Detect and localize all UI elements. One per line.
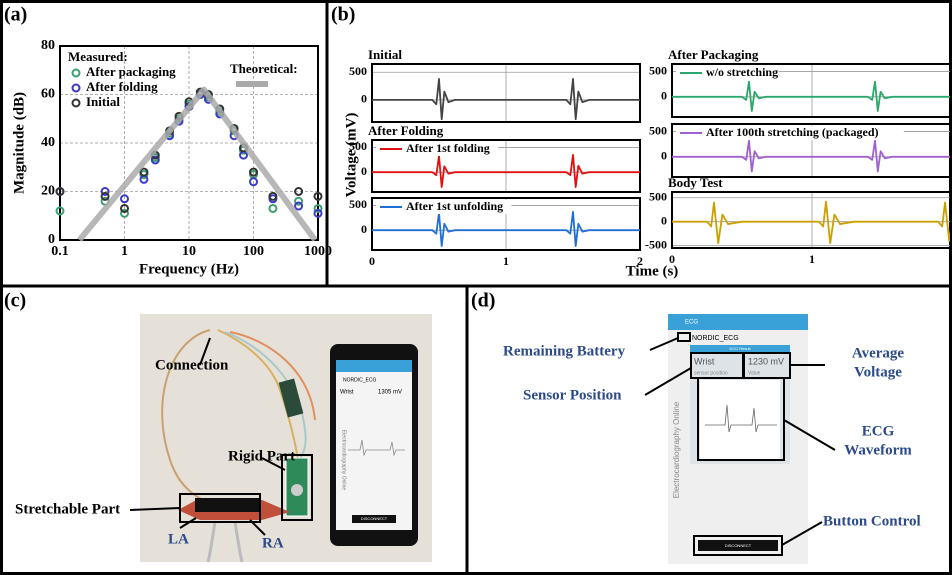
annotation: Remaining Battery bbox=[503, 343, 626, 359]
annotation: Connection bbox=[155, 357, 229, 373]
y-tick-label: 0 bbox=[361, 222, 367, 236]
plot-title: After Folding bbox=[368, 123, 444, 138]
y-tick-label: 0 bbox=[361, 164, 367, 178]
y-tick-label: 0 bbox=[661, 149, 667, 163]
screen-text: Electrocardiography Online bbox=[672, 401, 681, 498]
legend-label: w/o stretching bbox=[706, 65, 778, 79]
x-tick-label: 2 bbox=[637, 254, 643, 268]
legend-label: After folding bbox=[86, 79, 158, 94]
annotation: LA bbox=[168, 531, 189, 547]
data-point bbox=[102, 193, 109, 200]
y-tick-label: 500 bbox=[349, 139, 367, 153]
legend-label: After 1st folding bbox=[406, 141, 490, 155]
screen-text: Value bbox=[748, 370, 761, 376]
y-tick-label: 500 bbox=[649, 189, 667, 203]
legend-marker bbox=[73, 70, 80, 77]
y-axis-label: Magnitude (dB) bbox=[11, 92, 27, 194]
y-tick-label: 40 bbox=[41, 135, 55, 150]
x-axis-label: Time (s) bbox=[626, 263, 679, 279]
plot-title: Body Test bbox=[668, 175, 723, 190]
plot-title: Initial bbox=[368, 47, 402, 62]
data-point bbox=[240, 152, 247, 159]
annotation: Rigid Part bbox=[228, 448, 295, 464]
y-tick-label: -500 bbox=[645, 237, 667, 251]
panel-label: (b) bbox=[331, 4, 355, 26]
phone-text: 1305 mV bbox=[378, 390, 402, 396]
photo bbox=[130, 314, 432, 562]
page: {"chart_data": [ {"type": "line", "label… bbox=[0, 0, 952, 575]
phone-text: Wrist bbox=[340, 390, 354, 396]
legend-marker bbox=[73, 85, 80, 92]
annotation: Button Control bbox=[823, 513, 921, 529]
y-tick-label: 20 bbox=[41, 184, 55, 199]
annotation: Voltage bbox=[854, 364, 902, 380]
screen-header: ECG bbox=[685, 320, 698, 326]
x-tick-label: 1 bbox=[809, 252, 815, 266]
y-tick-label: 500 bbox=[649, 123, 667, 137]
annotation: RA bbox=[262, 535, 284, 551]
figure: (a) (b) (c) (d) Voltage (mV) Time (s) Co… bbox=[0, 0, 952, 575]
screen-button[interactable]: DISCONNECT bbox=[725, 543, 752, 548]
x-tick-label: 10 bbox=[182, 244, 196, 259]
annotation: Stretchable Part bbox=[15, 501, 120, 517]
x-tick-label: 1 bbox=[121, 244, 128, 259]
y-tick-label: 500 bbox=[349, 64, 367, 78]
screen-text: sensor position bbox=[694, 370, 728, 376]
screen-text: ECG Result bbox=[729, 346, 751, 351]
data-point bbox=[140, 176, 147, 183]
legend-label: After packaging bbox=[86, 64, 176, 79]
legend-label: After 1st unfolding bbox=[406, 199, 503, 213]
screen-text: Wrist bbox=[694, 356, 715, 366]
x-tick-label: 1000 bbox=[304, 244, 332, 259]
x-tick-label: 0 bbox=[669, 252, 675, 266]
x-axis-label: Frequency (Hz) bbox=[139, 261, 239, 277]
y-tick-label: 80 bbox=[41, 38, 55, 53]
data-point bbox=[295, 203, 302, 210]
x-tick-label: 100 bbox=[243, 244, 264, 259]
panel-label: (d) bbox=[471, 290, 495, 312]
annotation: Waveform bbox=[844, 442, 912, 458]
data-point bbox=[269, 205, 276, 212]
y-tick-label: 0 bbox=[361, 92, 367, 106]
legend-title: Measured: bbox=[68, 49, 128, 64]
y-tick-label: 0 bbox=[661, 213, 667, 227]
x-tick-label: 1 bbox=[503, 254, 509, 268]
plot-title: After Packaging bbox=[668, 47, 759, 62]
screen-text: 1230 mV bbox=[748, 356, 784, 366]
phone-text: Electrocardiography Online bbox=[341, 430, 347, 491]
x-tick-label: 0 bbox=[369, 254, 375, 268]
y-tick-label: 0 bbox=[661, 89, 667, 103]
annotation: Sensor Position bbox=[523, 387, 622, 403]
annotation: Average bbox=[852, 345, 905, 361]
x-tick-label: 0.1 bbox=[51, 244, 69, 259]
legend-marker bbox=[73, 100, 80, 107]
panel-label: (c) bbox=[4, 290, 26, 312]
screen-text: NORDIC_ECG bbox=[692, 335, 739, 342]
y-tick-label: 500 bbox=[349, 197, 367, 211]
annotation: ECG bbox=[862, 423, 895, 439]
legend-label: Initial bbox=[86, 94, 120, 109]
phone-text: NORDIC_ECG bbox=[343, 377, 376, 383]
y-tick-label: 500 bbox=[649, 63, 667, 77]
phone-button: DISCONNECT bbox=[361, 516, 388, 521]
y-axis-label: Voltage (mV) bbox=[343, 113, 359, 198]
legend-label: Theoretical: bbox=[230, 61, 298, 76]
y-tick-label: 60 bbox=[41, 87, 55, 102]
line-series bbox=[79, 90, 315, 240]
legend-label: After 100th stretching (packaged) bbox=[706, 125, 879, 139]
panel-label: (a) bbox=[4, 4, 27, 26]
